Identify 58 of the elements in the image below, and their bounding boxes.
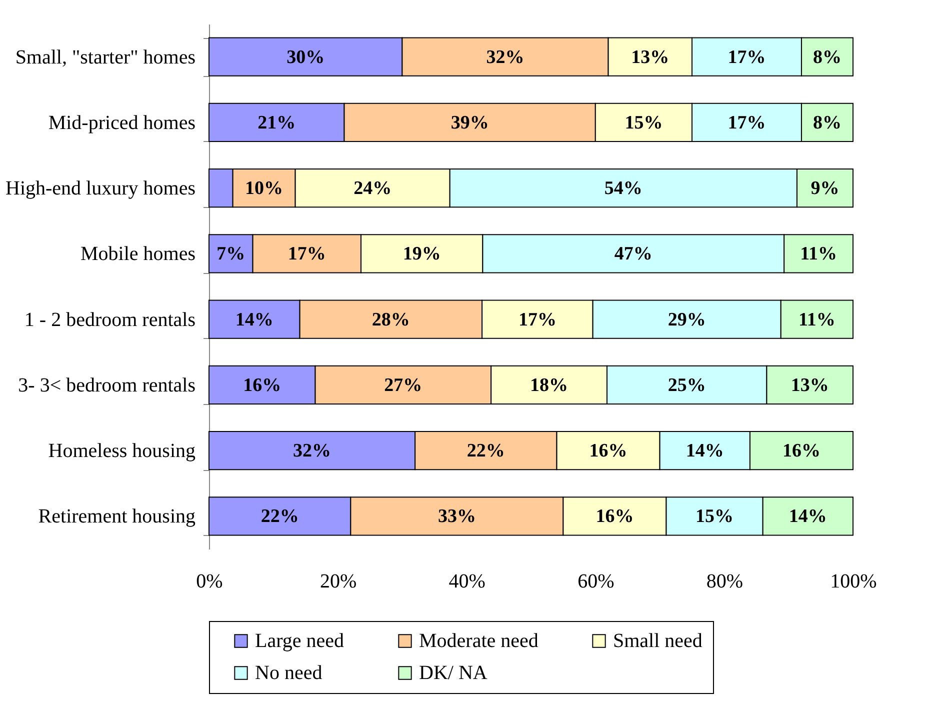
x-tick-label: 0% xyxy=(196,570,223,592)
data-label: 22% xyxy=(260,506,299,528)
data-label: 54% xyxy=(604,178,642,200)
y-tick-label: Homeless housing xyxy=(48,440,196,462)
x-tick-label: 20% xyxy=(320,570,357,592)
data-label: 25% xyxy=(668,374,706,396)
data-label: 13% xyxy=(790,374,829,396)
y-tick-label: High-end luxury homes xyxy=(6,178,196,200)
data-label: 13% xyxy=(631,46,670,68)
data-label: 16% xyxy=(243,374,282,396)
data-label: 30% xyxy=(286,46,325,68)
y-tick-label: 3- 3< bedroom rentals xyxy=(18,374,196,396)
legend-label: Small need xyxy=(613,630,702,652)
data-label: 32% xyxy=(486,46,524,68)
data-label: 17% xyxy=(728,112,766,134)
data-label: 14% xyxy=(788,506,827,528)
data-label: 16% xyxy=(596,506,634,528)
data-label: 27% xyxy=(384,374,422,396)
legend-label: DK/ NA xyxy=(419,662,488,684)
data-label: 29% xyxy=(668,309,706,330)
data-label: 17% xyxy=(518,309,556,330)
data-label: 21% xyxy=(258,112,296,134)
y-tick-label: Retirement housing xyxy=(38,506,196,528)
x-tick-label: 40% xyxy=(448,570,486,592)
data-label: 28% xyxy=(372,309,410,330)
data-label: 39% xyxy=(450,112,489,134)
legend-label: Large need xyxy=(255,630,344,652)
data-label: 7% xyxy=(216,244,246,265)
y-tick-label: Mobile homes xyxy=(80,243,196,266)
data-label: 18% xyxy=(530,374,568,396)
data-label: 16% xyxy=(589,440,628,462)
data-label: 22% xyxy=(466,440,505,462)
data-label: 24% xyxy=(354,178,392,200)
y-tick-label: Mid-priced homes xyxy=(48,112,196,134)
x-tick-label: 60% xyxy=(578,570,614,592)
data-label: 8% xyxy=(812,46,842,68)
data-label: 17% xyxy=(288,244,326,265)
x-tick-label: 80% xyxy=(706,570,744,592)
data-label: 33% xyxy=(438,506,476,528)
data-label: 14% xyxy=(686,440,724,462)
data-label: 11% xyxy=(800,244,838,265)
data-label: 15% xyxy=(696,506,734,528)
data-label: 16% xyxy=(782,440,820,462)
y-tick-label: 1 - 2 bedroom rentals xyxy=(24,308,196,331)
data-label: 8% xyxy=(812,112,842,134)
data-label: 14% xyxy=(235,309,274,330)
data-label: 15% xyxy=(624,112,663,134)
data-label: 11% xyxy=(798,309,836,330)
x-tick-label: 100% xyxy=(830,570,877,592)
data-label: 10% xyxy=(245,178,284,200)
data-label: 9% xyxy=(810,178,840,200)
y-tick-label: Small, "starter" homes xyxy=(15,46,196,68)
legend-label: No need xyxy=(255,662,322,684)
data-label: 47% xyxy=(614,244,652,265)
data-label: 17% xyxy=(728,46,766,68)
legend-label: Moderate need xyxy=(419,630,538,652)
data-label: 32% xyxy=(293,440,332,462)
data-label: 19% xyxy=(402,244,441,265)
